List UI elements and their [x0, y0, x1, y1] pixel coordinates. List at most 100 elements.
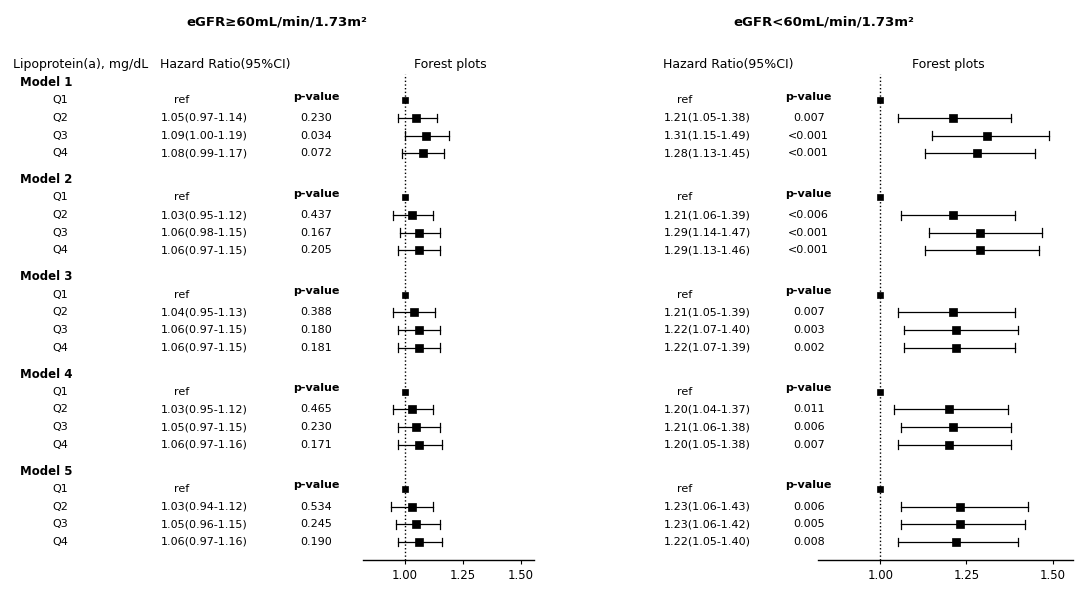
Text: Forest plots: Forest plots	[913, 58, 984, 71]
Text: 1.20(1.05-1.38): 1.20(1.05-1.38)	[663, 440, 750, 450]
Text: 0.007: 0.007	[792, 440, 825, 450]
Text: Q2: Q2	[52, 502, 68, 512]
Text: 0.005: 0.005	[792, 519, 825, 530]
Text: 1.23(1.06-1.42): 1.23(1.06-1.42)	[663, 519, 750, 530]
Text: 0.534: 0.534	[300, 502, 333, 512]
Text: Q1: Q1	[52, 192, 68, 202]
Text: 0.011: 0.011	[792, 405, 825, 415]
Text: ref: ref	[678, 95, 693, 105]
Text: ref: ref	[175, 484, 190, 494]
Text: 1.22(1.05-1.40): 1.22(1.05-1.40)	[663, 537, 750, 547]
Text: Hazard Ratio(95%CI): Hazard Ratio(95%CI)	[663, 58, 793, 71]
Text: Q1: Q1	[52, 290, 68, 300]
Text: 1.21(1.06-1.38): 1.21(1.06-1.38)	[663, 422, 750, 432]
Text: 0.003: 0.003	[792, 325, 825, 335]
Text: 1.21(1.05-1.38): 1.21(1.05-1.38)	[663, 113, 750, 123]
Text: p-value: p-value	[294, 480, 339, 490]
Text: <0.001: <0.001	[788, 228, 829, 238]
Text: p-value: p-value	[294, 189, 339, 199]
Text: p-value: p-value	[786, 480, 831, 490]
Text: Q2: Q2	[52, 405, 68, 415]
Text: ref: ref	[678, 192, 693, 202]
Text: ref: ref	[678, 290, 693, 300]
Text: 0.245: 0.245	[300, 519, 333, 530]
Text: 0.167: 0.167	[300, 228, 333, 238]
Text: 1.06(0.97-1.16): 1.06(0.97-1.16)	[160, 537, 247, 547]
Text: 1.21(1.05-1.39): 1.21(1.05-1.39)	[663, 308, 750, 317]
Text: Q2: Q2	[52, 210, 68, 220]
Text: 0.006: 0.006	[792, 422, 825, 432]
Text: Model 3: Model 3	[20, 271, 72, 284]
Text: 1.29(1.14-1.47): 1.29(1.14-1.47)	[663, 228, 750, 238]
Text: Q4: Q4	[52, 245, 68, 255]
Text: Q3: Q3	[52, 422, 68, 432]
Text: 1.29(1.13-1.46): 1.29(1.13-1.46)	[663, 245, 750, 255]
Text: eGFR≥60mL/min/1.73m²: eGFR≥60mL/min/1.73m²	[186, 15, 366, 28]
Text: Lipoprotein(a), mg/dL: Lipoprotein(a), mg/dL	[13, 58, 149, 71]
Text: 1.06(0.97-1.16): 1.06(0.97-1.16)	[160, 440, 247, 450]
Text: 0.230: 0.230	[300, 113, 333, 123]
Text: 1.31(1.15-1.49): 1.31(1.15-1.49)	[663, 130, 750, 141]
Text: p-value: p-value	[294, 286, 339, 296]
Text: <0.001: <0.001	[788, 130, 829, 141]
Text: 0.437: 0.437	[300, 210, 333, 220]
Text: <0.001: <0.001	[788, 245, 829, 255]
Text: 1.05(0.96-1.15): 1.05(0.96-1.15)	[160, 519, 247, 530]
Text: p-value: p-value	[786, 286, 831, 296]
Text: 1.05(0.97-1.15): 1.05(0.97-1.15)	[160, 422, 247, 432]
Text: 1.08(0.99-1.17): 1.08(0.99-1.17)	[160, 148, 247, 158]
Text: p-value: p-value	[294, 383, 339, 393]
Text: 0.007: 0.007	[792, 308, 825, 317]
Text: 0.388: 0.388	[300, 308, 333, 317]
Text: <0.006: <0.006	[788, 210, 829, 220]
Text: Q1: Q1	[52, 484, 68, 494]
Text: 0.180: 0.180	[300, 325, 333, 335]
Text: p-value: p-value	[786, 383, 831, 393]
Text: 1.03(0.95-1.12): 1.03(0.95-1.12)	[160, 210, 247, 220]
Text: 0.006: 0.006	[792, 502, 825, 512]
Text: 1.06(0.98-1.15): 1.06(0.98-1.15)	[160, 228, 247, 238]
Text: eGFR<60mL/min/1.73m²: eGFR<60mL/min/1.73m²	[734, 15, 914, 28]
Text: Q4: Q4	[52, 343, 68, 352]
Text: Q4: Q4	[52, 148, 68, 158]
Text: ref: ref	[678, 387, 693, 397]
Text: Model 4: Model 4	[20, 368, 72, 381]
Text: Q2: Q2	[52, 308, 68, 317]
Text: 1.22(1.07-1.40): 1.22(1.07-1.40)	[663, 325, 750, 335]
Text: 1.03(0.94-1.12): 1.03(0.94-1.12)	[160, 502, 247, 512]
Text: ref: ref	[175, 192, 190, 202]
Text: 0.008: 0.008	[792, 537, 825, 547]
Text: Forest plots: Forest plots	[414, 58, 486, 71]
Text: Q4: Q4	[52, 440, 68, 450]
Text: 0.465: 0.465	[300, 405, 333, 415]
Text: ref: ref	[678, 484, 693, 494]
Text: 1.21(1.06-1.39): 1.21(1.06-1.39)	[663, 210, 750, 220]
Text: Hazard Ratio(95%CI): Hazard Ratio(95%CI)	[160, 58, 291, 71]
Text: ref: ref	[175, 290, 190, 300]
Text: ref: ref	[175, 95, 190, 105]
Text: 1.05(0.97-1.14): 1.05(0.97-1.14)	[160, 113, 247, 123]
Text: Q1: Q1	[52, 387, 68, 397]
Text: 1.03(0.95-1.12): 1.03(0.95-1.12)	[160, 405, 247, 415]
Text: 0.190: 0.190	[300, 537, 333, 547]
Text: 0.230: 0.230	[300, 422, 333, 432]
Text: 1.06(0.97-1.15): 1.06(0.97-1.15)	[160, 245, 247, 255]
Text: 1.20(1.04-1.37): 1.20(1.04-1.37)	[663, 405, 750, 415]
Text: 0.181: 0.181	[300, 343, 333, 352]
Text: p-value: p-value	[786, 92, 831, 101]
Text: Q4: Q4	[52, 537, 68, 547]
Text: 1.04(0.95-1.13): 1.04(0.95-1.13)	[160, 308, 247, 317]
Text: Q2: Q2	[52, 113, 68, 123]
Text: 1.22(1.07-1.39): 1.22(1.07-1.39)	[663, 343, 750, 352]
Text: 0.072: 0.072	[300, 148, 333, 158]
Text: 1.09(1.00-1.19): 1.09(1.00-1.19)	[160, 130, 247, 141]
Text: 0.007: 0.007	[792, 113, 825, 123]
Text: 0.171: 0.171	[300, 440, 333, 450]
Text: 1.23(1.06-1.43): 1.23(1.06-1.43)	[663, 502, 750, 512]
Text: 1.06(0.97-1.15): 1.06(0.97-1.15)	[160, 343, 247, 352]
Text: <0.001: <0.001	[788, 148, 829, 158]
Text: 0.205: 0.205	[300, 245, 333, 255]
Text: Q3: Q3	[52, 228, 68, 238]
Text: p-value: p-value	[294, 92, 339, 101]
Text: p-value: p-value	[786, 189, 831, 199]
